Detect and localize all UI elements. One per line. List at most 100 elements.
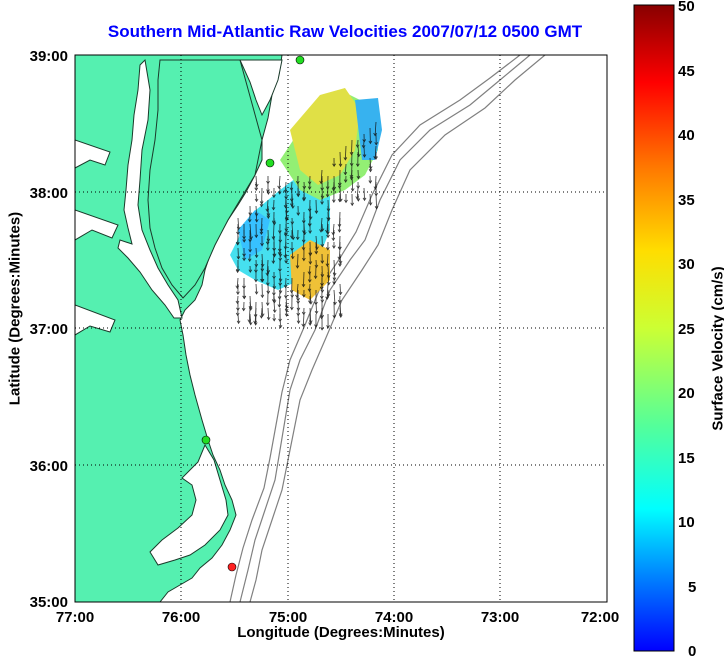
y-tick-label: 36:00 (30, 458, 68, 475)
velocity-vector (284, 241, 287, 258)
velocity-vector-head (313, 275, 318, 280)
velocity-vector-head (314, 251, 319, 255)
velocity-vector-head (235, 312, 240, 317)
x-tick-label: 72:00 (581, 609, 619, 626)
velocity-vector-head (236, 320, 241, 325)
velocity-vector-head (307, 208, 312, 213)
velocity-vector (344, 163, 347, 175)
velocity-vector (320, 217, 323, 232)
velocity-vector-head (296, 212, 301, 216)
velocity-vector-head (290, 235, 294, 240)
velocity-vector-head (302, 198, 306, 202)
velocity-vector (326, 283, 329, 300)
velocity-vector-head (338, 163, 343, 168)
velocity-vector-head (254, 234, 259, 239)
velocity-vector (279, 271, 281, 282)
colorbar (633, 4, 675, 652)
velocity-vector-head (266, 316, 271, 321)
velocity-vector (285, 181, 287, 193)
velocity-vector (237, 217, 240, 230)
velocity-vector-head (343, 179, 348, 183)
velocity-vector (332, 223, 335, 235)
velocity-vector-head (320, 195, 325, 200)
velocity-vector (326, 253, 329, 267)
x-tick-label: 73:00 (481, 609, 519, 626)
velocity-vector (291, 247, 294, 259)
velocity-vector (267, 307, 270, 320)
velocity-vector (315, 235, 318, 250)
velocity-vector-head (272, 318, 277, 322)
velocity-vector (272, 253, 275, 264)
velocity-vector-head (260, 294, 265, 299)
velocity-vector-head (343, 171, 348, 176)
velocity-vector-head (373, 132, 377, 137)
velocity-vector-head (236, 291, 240, 295)
velocity-vector-head (326, 281, 331, 286)
velocity-vector-head (325, 247, 330, 251)
velocity-vector-head (272, 309, 277, 314)
velocity-vector (273, 223, 275, 240)
velocity-vector (255, 283, 257, 295)
velocity-vector-head (260, 242, 264, 247)
x-tick-label: 76:00 (162, 609, 200, 626)
velocity-vector-head (332, 281, 336, 285)
velocity-vector (375, 193, 377, 209)
velocity-vector-head (320, 260, 325, 264)
velocity-vector (279, 313, 281, 328)
x-tick-label: 74:00 (375, 609, 413, 626)
velocity-vector (303, 223, 306, 235)
velocity-vector-head (325, 194, 330, 198)
velocity-vector-head (314, 210, 319, 215)
velocity-vector-head (361, 145, 366, 149)
velocity-vector-head (254, 198, 259, 203)
velocity-vector-head (338, 291, 343, 296)
station-marker (265, 158, 275, 168)
velocity-vector-head (254, 187, 259, 192)
velocity-vector (297, 253, 299, 269)
velocity-vector-head (271, 207, 276, 211)
y-tick-label: 35:00 (30, 594, 68, 611)
velocity-vector-head (355, 144, 360, 148)
station-marker (201, 435, 211, 445)
velocity-vector (285, 307, 288, 317)
velocity-vector (333, 259, 336, 276)
velocity-vector-head (248, 305, 253, 310)
velocity-vector-head (290, 255, 295, 260)
velocity-vector-head (338, 313, 343, 317)
velocity-vector-head (314, 324, 318, 328)
velocity-vector (339, 187, 342, 202)
velocity-vector-head (241, 307, 246, 312)
velocity-vector-head (308, 300, 312, 304)
velocity-vector-head (349, 177, 354, 181)
velocity-vector-head (289, 187, 294, 191)
colorbar-tick: 25 (678, 321, 695, 338)
velocity-vector-head (254, 219, 259, 223)
velocity-vector-head (266, 238, 271, 243)
velocity-vector-head (332, 245, 336, 249)
velocity-vector (297, 313, 299, 324)
velocity-vector (291, 181, 293, 191)
colorbar-label: Surface Velocity (cm/s) (709, 266, 724, 431)
velocity-vector-head (278, 325, 283, 329)
velocity-vector-head (265, 302, 270, 306)
velocity-vector-head (356, 175, 361, 180)
colorbar-tick: 10 (678, 514, 695, 531)
velocity-vector-head (362, 154, 367, 158)
velocity-vector-head (337, 229, 342, 233)
velocity-vector-head (308, 261, 313, 265)
velocity-vector (338, 247, 341, 260)
velocity-vector (285, 211, 288, 221)
velocity-vector-head (278, 278, 283, 283)
velocity-vector-head (307, 271, 312, 275)
colorbar-tick: 45 (678, 63, 695, 80)
velocity-vector (249, 313, 252, 325)
velocity-vector-head (301, 323, 306, 328)
velocity-vector (327, 271, 330, 285)
velocity-vector-head (242, 257, 246, 262)
velocity-vector-head (235, 300, 240, 305)
velocity-vector-head (332, 163, 336, 168)
station-marker (295, 55, 305, 65)
velocity-vector (273, 247, 275, 257)
velocity-vector-head (266, 215, 271, 219)
velocity-vector (351, 175, 354, 191)
